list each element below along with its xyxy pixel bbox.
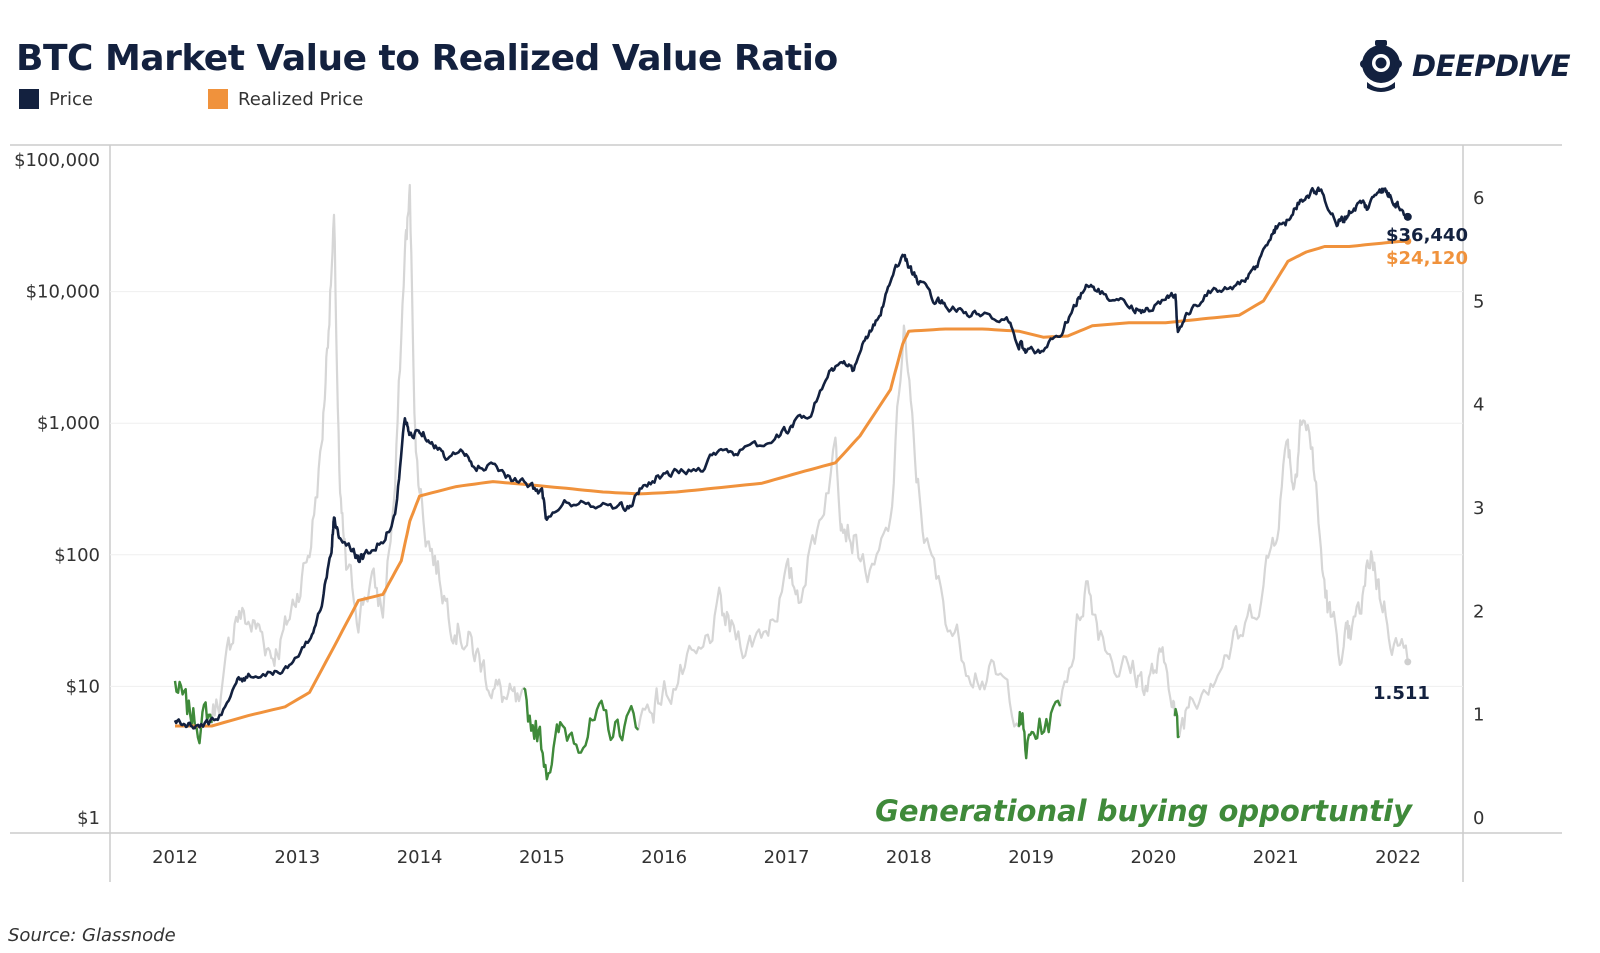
legend-item-price[interactable]: Price <box>19 87 93 111</box>
ratio-series-line <box>173 183 1409 781</box>
ratio-highlight-segment <box>1173 707 1181 739</box>
x-tick-label: 2012 <box>152 847 198 868</box>
y-right-tick-label: 4 <box>1473 395 1484 416</box>
legend-swatch-realized-price <box>208 89 228 109</box>
legend-item-realized-price[interactable]: Realized Price <box>208 87 363 111</box>
y-left-tick-label: $1,000 <box>37 413 100 434</box>
legend-swatch-price <box>19 89 39 109</box>
x-tick-label: 2018 <box>886 847 932 868</box>
ratio-end-label: 1.511 <box>1373 683 1430 704</box>
x-tick-label: 2020 <box>1130 847 1176 868</box>
x-tick-label: 2019 <box>1008 847 1054 868</box>
price-end-marker <box>1403 212 1412 221</box>
y-left-tick-label: $1 <box>77 808 100 829</box>
legend-label-price: Price <box>49 88 93 110</box>
y-right-tick-label: 5 <box>1473 291 1484 312</box>
brand-logo: DEEPDIVE <box>1358 38 1571 94</box>
y-right-tick-label: 6 <box>1473 188 1484 209</box>
price-end-label: $36,440 <box>1386 225 1468 246</box>
y-right-tick-label: 0 <box>1473 808 1484 829</box>
realized-end-label: $24,120 <box>1386 248 1468 269</box>
y-left-tick-label: $100 <box>54 545 100 566</box>
price-line <box>173 186 1409 730</box>
y-left-tick-label: $10 <box>66 676 100 697</box>
x-tick-label: 2016 <box>641 847 687 868</box>
ratio-highlight-segment <box>522 687 640 781</box>
legend-label-realized-price: Realized Price <box>238 88 364 110</box>
diver-helmet-icon <box>1360 40 1402 92</box>
x-tick-label: 2017 <box>764 847 810 868</box>
annotation-text: Generational buying opportuntiy <box>875 794 1413 828</box>
x-tick-label: 2014 <box>397 847 443 868</box>
realized-price-line <box>175 239 1408 728</box>
chart-title: BTC Market Value to Realized Value Ratio <box>16 38 838 79</box>
ratio-highlight-segment <box>1017 699 1062 760</box>
ratio-highlight-segment <box>173 680 213 745</box>
y-right-tick-label: 3 <box>1473 498 1484 519</box>
x-tick-label: 2022 <box>1375 847 1421 868</box>
brand-logo-text: DEEPDIVE <box>1412 49 1571 83</box>
y-right-tick-label: 1 <box>1473 705 1484 726</box>
x-tick-label: 2013 <box>274 847 320 868</box>
x-tick-label: 2021 <box>1253 847 1299 868</box>
y-left-tick-label: $10,000 <box>26 282 100 303</box>
x-tick-label: 2015 <box>519 847 565 868</box>
ratio-end-marker <box>1404 658 1412 666</box>
source-note: Source: Glassnode <box>8 925 176 946</box>
y-left-tick-label: $100,000 <box>14 150 100 171</box>
y-right-tick-label: 2 <box>1473 601 1484 622</box>
realized-end-marker <box>1404 237 1412 245</box>
